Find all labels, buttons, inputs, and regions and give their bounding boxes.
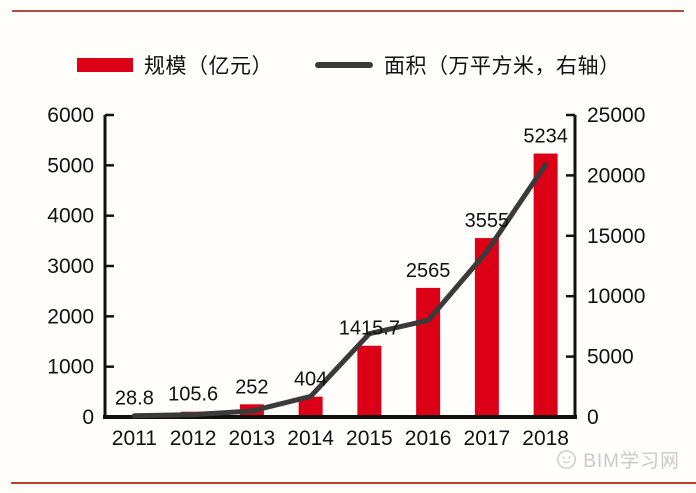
bar-value-label-2012: 105.6 [168, 384, 218, 406]
right-axis-tick-label: 5000 [587, 346, 634, 369]
legend-item-area: 面积（万平方米，右轴） [315, 50, 621, 80]
bim-logo-icon [555, 448, 578, 471]
left-axis-tick-label: 0 [82, 406, 94, 429]
x-axis-label-2016: 2016 [405, 427, 452, 450]
bar-value-label-2011: 28.8 [115, 388, 154, 410]
bar-value-label-2013: 252 [235, 376, 268, 398]
left-axis-tick-label: 1000 [47, 356, 94, 379]
x-axis-label-2014: 2014 [287, 427, 334, 450]
left-axis-tick-label: 4000 [47, 205, 94, 228]
legend-label-area: 面积（万平方米，右轴） [384, 55, 621, 78]
x-axis-label-2017: 2017 [464, 427, 511, 450]
chart-legend: 规模（亿元） 面积（万平方米，右轴） [77, 50, 621, 80]
bar-2017 [474, 238, 499, 417]
x-axis-label-2012: 2012 [170, 427, 217, 450]
right-axis-tick-label: 25000 [587, 104, 645, 127]
x-axis-label-2011: 2011 [112, 427, 157, 450]
bar-value-label-2017: 3555 [465, 210, 510, 232]
bar-value-label-2015: 1415.7 [339, 318, 400, 340]
left-axis-tick-label: 3000 [47, 255, 94, 278]
right-axis-tick-label: 0 [587, 406, 599, 429]
top-divider [12, 10, 684, 12]
bar-value-label-2018: 5234 [523, 126, 568, 148]
left-axis-tick-label: 2000 [47, 305, 94, 328]
right-axis-tick-label: 20000 [587, 164, 645, 187]
x-axis-label-2013: 2013 [229, 427, 276, 450]
legend-item-scale: 规模（亿元） [77, 50, 273, 80]
bar-value-label-2016: 2565 [406, 260, 451, 282]
bar-series-swatch-icon [77, 58, 133, 72]
bar-2015 [357, 345, 382, 417]
x-axis-label-2018: 2018 [522, 427, 569, 450]
left-axis-tick-label: 5000 [47, 154, 94, 177]
watermark-text: BIM学习网 [583, 451, 680, 472]
bar-value-label-2014: 404 [294, 369, 327, 391]
bar-2018 [533, 153, 558, 417]
watermark: BIM学习网 [555, 446, 680, 473]
x-axis-label-2015: 2015 [346, 427, 393, 450]
bottom-divider [11, 482, 696, 484]
right-axis-tick-label: 15000 [587, 225, 645, 248]
left-axis-tick-label: 6000 [47, 104, 94, 127]
line-series-swatch-icon [315, 62, 373, 68]
bar-2014 [298, 396, 323, 417]
area-line [131, 162, 549, 419]
legend-label-scale: 规模（亿元） [144, 55, 273, 78]
right-axis-tick-label: 10000 [587, 285, 645, 308]
